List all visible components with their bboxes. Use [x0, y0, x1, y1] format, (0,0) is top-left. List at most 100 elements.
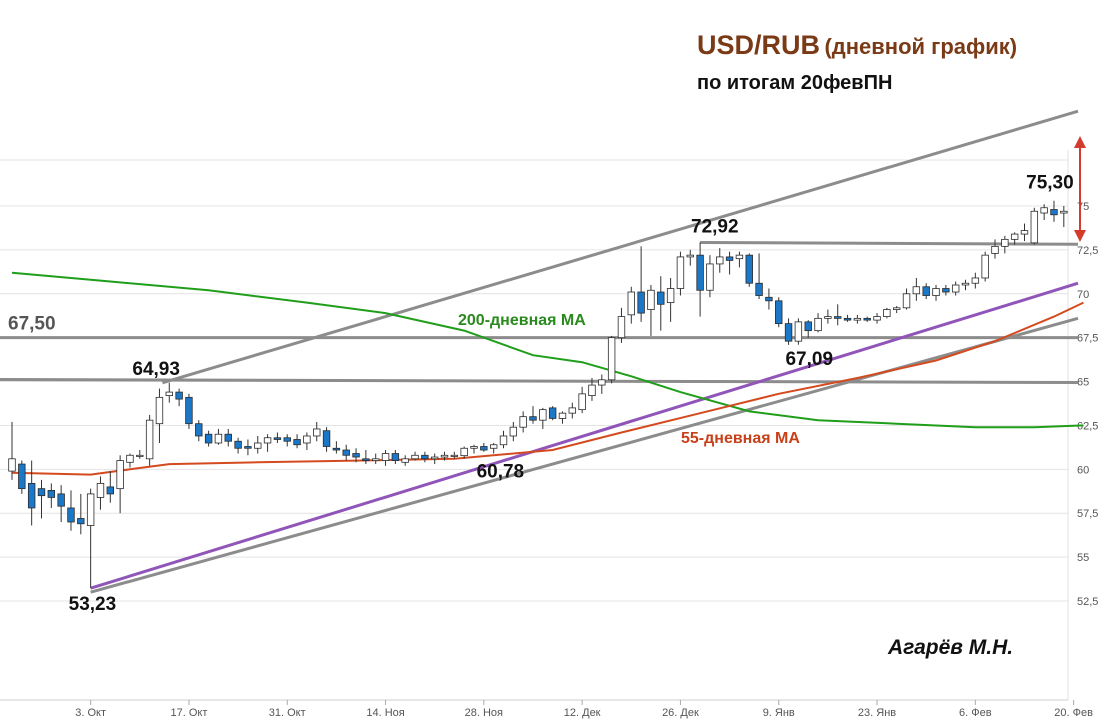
- candle-body: [686, 254, 694, 258]
- candle: [195, 420, 203, 442]
- candle: [499, 430, 508, 449]
- candle-body: [244, 446, 252, 449]
- candle: [627, 286, 635, 324]
- candle-body: [204, 433, 213, 444]
- candle: [706, 255, 714, 298]
- candle: [647, 285, 655, 336]
- candle: [362, 450, 370, 465]
- candle: [47, 483, 56, 508]
- candle: [1020, 223, 1029, 242]
- candles: [8, 200, 1068, 589]
- ma55-label: 55-дневная МА: [681, 430, 800, 447]
- candle: [558, 411, 567, 424]
- candle: [902, 288, 911, 310]
- candle: [293, 434, 301, 449]
- candle: [824, 309, 832, 324]
- candle: [991, 239, 999, 259]
- candle-body: [313, 428, 321, 437]
- candle: [607, 335, 616, 384]
- candle: [873, 313, 881, 324]
- candle: [1030, 207, 1039, 245]
- candle-body: [951, 284, 960, 293]
- candle-body: [873, 316, 881, 321]
- candle: [981, 251, 989, 282]
- candle: [37, 479, 46, 519]
- candle-body: [460, 447, 468, 457]
- candle: [155, 388, 164, 443]
- candle: [725, 251, 734, 275]
- candle: [440, 451, 449, 461]
- candle: [863, 316, 871, 322]
- support-trend-line: [90, 281, 1079, 590]
- candle: [303, 432, 311, 451]
- candle-body: [863, 317, 871, 321]
- candle: [548, 406, 557, 421]
- y-tick-label: 57,5: [1077, 508, 1098, 520]
- x-tick-label: 26. Дек: [662, 707, 699, 719]
- candle-body: [607, 337, 616, 381]
- x-tick-label: 28. Ноя: [465, 707, 503, 719]
- candle-body: [922, 286, 930, 296]
- candle-body: [716, 256, 724, 265]
- candle: [657, 276, 665, 331]
- candle: [372, 453, 380, 465]
- candle: [283, 434, 291, 447]
- candle: [352, 448, 360, 463]
- candle: [735, 251, 744, 268]
- candle-body: [470, 446, 478, 449]
- candle-body: [1060, 210, 1068, 214]
- x-axis-ticks: 3. Окт 17. Окт 31. Окт 14. Ноя 28. Ноя 12. Де…: [75, 700, 1093, 719]
- annotations: 53,23 64,93 60,78 72,92 67,09 75,30: [69, 173, 1074, 615]
- candle: [804, 320, 812, 338]
- candle: [568, 402, 577, 419]
- candle: [489, 443, 498, 454]
- candle-body: [57, 493, 65, 507]
- y-tick-label: 52,5: [1077, 596, 1098, 608]
- candle: [834, 304, 842, 326]
- candle-body: [155, 396, 164, 425]
- candle-body: [489, 444, 498, 449]
- ma55-line: [11, 301, 1084, 476]
- y-tick-label: 55: [1077, 552, 1089, 564]
- candle-body: [765, 296, 773, 302]
- candle-body: [214, 433, 223, 444]
- y-tick-label: 72,5: [1077, 245, 1098, 257]
- candle: [342, 444, 350, 461]
- candle: [391, 450, 400, 465]
- candle-body: [578, 393, 586, 411]
- candle-body: [106, 486, 114, 495]
- candle-body: [558, 412, 567, 419]
- candle: [775, 297, 783, 328]
- moving-averages: 200-дневная МА 55-дневная МА: [11, 271, 1084, 476]
- candle-body: [676, 256, 685, 289]
- candle: [883, 307, 891, 319]
- level-label-67-50: 67,50: [8, 314, 56, 335]
- candle-body: [293, 439, 301, 446]
- level-line-65: [0, 378, 1079, 385]
- candle-body: [902, 293, 911, 309]
- candle: [411, 451, 419, 461]
- candle: [263, 434, 272, 452]
- candle: [470, 444, 478, 454]
- candle-body: [588, 384, 596, 397]
- y-tick-label: 70: [1077, 289, 1089, 301]
- candle-body: [539, 409, 547, 421]
- candle-body: [263, 437, 272, 444]
- candle: [519, 411, 527, 433]
- candle-body: [1030, 210, 1039, 244]
- y-tick-label: 75: [1077, 201, 1089, 213]
- candle: [637, 246, 645, 322]
- candle-body: [529, 416, 537, 421]
- candle-body: [991, 245, 999, 254]
- candle-body: [450, 454, 459, 457]
- candle: [1001, 235, 1009, 254]
- candle-body: [942, 288, 950, 293]
- candle-body: [1050, 209, 1058, 216]
- y-axis-ticks: 52,5 55 57,5 60 62,5 65 67,5 70 72,5 75: [1077, 201, 1098, 608]
- candle: [67, 490, 75, 531]
- chart-title: USD/RUB (дневной график): [697, 30, 1017, 61]
- annotation-label: 53,23: [69, 594, 117, 615]
- y-tick-label: 60: [1077, 464, 1089, 476]
- candle-body: [342, 449, 350, 456]
